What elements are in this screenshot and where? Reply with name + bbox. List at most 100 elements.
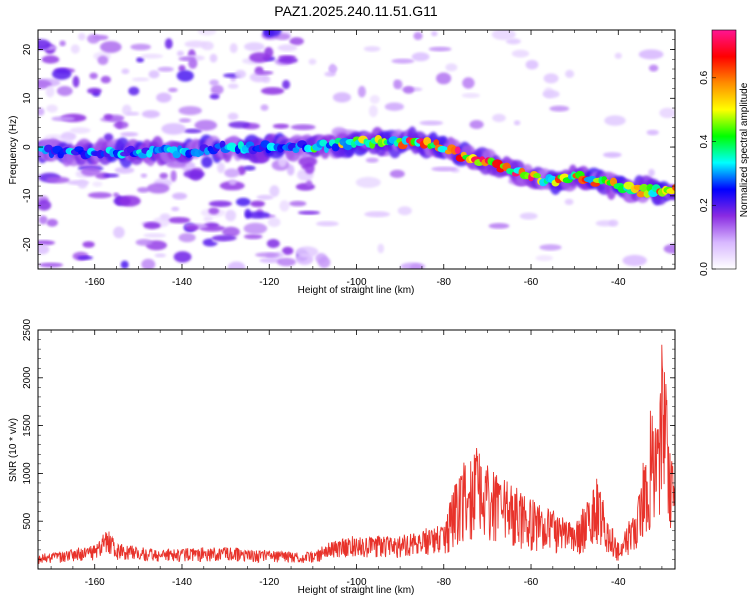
spectrogram-noise-blob: [269, 185, 280, 197]
spectrogram-noise-blob: [146, 183, 170, 194]
spectrogram-noise-blob: [183, 169, 205, 179]
spectrogram-noise-blob: [201, 41, 214, 51]
y-tick-label: 1500: [22, 414, 33, 437]
spectrogram-noise-blob: [209, 79, 219, 86]
x-tick-label: -140: [172, 277, 192, 288]
spectrogram-noise-blob: [114, 166, 135, 174]
spectrogram-noise-blob: [279, 200, 290, 212]
spectrogram-noise-blob: [659, 107, 675, 119]
spectrogram-noise-blob: [436, 72, 452, 85]
spectrogram-noise-blob: [143, 233, 167, 238]
spectrogram-noise-blob: [78, 33, 86, 41]
spectrogram-noise-blob: [211, 235, 237, 242]
colorbar-label: Normalized spectral amplitude: [739, 82, 750, 217]
spectrogram-noise-blob: [157, 66, 174, 72]
y-tick-label: -10: [22, 188, 33, 203]
spectrogram-noise-blob: [539, 244, 562, 251]
spectrogram-noise-blob: [282, 246, 294, 255]
colorbar-frame: [711, 29, 737, 270]
spectrogram-noise-blob: [89, 72, 98, 80]
x-tick-label: -160: [85, 577, 105, 588]
spectrogram-noise-blob: [194, 119, 218, 131]
spectrogram-noise-blob: [260, 87, 285, 95]
y-tick-label: 500: [22, 512, 33, 529]
spectrogram-noise-blob: [648, 168, 655, 177]
spectrogram-noise-blob: [255, 70, 274, 75]
x-tick-label: -40: [611, 277, 626, 288]
spectrogram-ridge-core: [433, 139, 440, 146]
y-tick-label: 0: [22, 144, 33, 150]
spectrogram-noise-blob: [224, 168, 240, 178]
spectrogram-noise-blob: [604, 115, 626, 126]
spectrogram-noise-blob: [132, 77, 150, 82]
spectrogram-noise-blob: [260, 104, 269, 111]
spectrogram-noise-blob: [100, 75, 111, 84]
spectrogram-noise-blob: [77, 179, 88, 189]
spectrogram-noise-blob: [461, 93, 480, 98]
spectrogram-noise-blob: [368, 105, 378, 118]
spectrogram-noise-blob: [243, 165, 256, 171]
y-tick-label: 10: [22, 92, 33, 104]
y-tick-label: 20: [22, 44, 33, 56]
spectrogram-noise-blob: [364, 211, 391, 218]
spectrogram-noise-blob: [46, 104, 58, 113]
spectrogram-noise-blob: [513, 120, 521, 126]
spectrogram-noise-blob: [249, 72, 268, 83]
spectrogram-noise-blob: [316, 221, 339, 227]
spectrogram-ridge-core: [639, 183, 649, 192]
x-tick-label: -40: [611, 577, 626, 588]
spectrogram-noise-blob: [222, 226, 240, 237]
spectrogram-noise-blob: [217, 162, 225, 174]
spectrogram-noise-blob: [219, 181, 245, 191]
spectrogram-noise-blob: [543, 73, 559, 84]
spectrogram-noise-blob: [168, 87, 178, 93]
x-tick-label: -60: [524, 277, 539, 288]
spectrogram-noise-blob: [243, 222, 268, 235]
spectrogram-noise-blob: [156, 92, 172, 103]
spectrogram-noise-blob: [170, 170, 177, 182]
spectrogram-noise-blob: [413, 32, 423, 40]
spectrogram-ylabel: Frequency (Hz): [8, 116, 19, 185]
colorbar-ticks: 0.0 0.2 0.4 0.6: [699, 70, 716, 276]
spectrogram-noise-blob: [318, 256, 331, 269]
spectrogram-noise-blob: [159, 213, 171, 220]
spectrogram-noise-blob: [178, 56, 195, 62]
spectrogram-noise-blob: [377, 243, 385, 254]
snr-x-axis: -160 -140 -120 -100 -80 -60 -40: [50, 330, 663, 588]
spectrogram-noise-blob: [178, 106, 202, 116]
spectrogram-noise-blob: [369, 95, 380, 104]
spectrogram-noise-blob: [51, 116, 75, 122]
spectrogram-noise-blob: [176, 50, 185, 57]
x-tick-label: -140: [172, 577, 192, 588]
spectrogram-noise-blob: [491, 30, 516, 41]
spectrogram-noise-blob: [236, 197, 251, 207]
spectrogram-noise-blob: [295, 246, 319, 258]
spectrogram-noise-blob: [228, 179, 237, 186]
spectrogram-noise-blob: [46, 176, 70, 184]
spectrogram-noise-blob: [403, 86, 415, 94]
spectrogram-noise-blob: [197, 30, 217, 36]
spectrogram-noise-blob: [38, 240, 55, 246]
spectrogram-noise-blob: [646, 129, 659, 136]
snr-ylabel: SNR (10 * v/v): [8, 418, 19, 482]
spectrogram-noise-blob: [209, 53, 218, 63]
spectrogram-noise-blob: [511, 49, 530, 58]
spectrogram-noise-blob: [81, 166, 101, 177]
spectrogram-ridge-core: [331, 143, 340, 152]
x-tick-label: -80: [437, 277, 452, 288]
snr-series-line: [38, 344, 675, 564]
spectrogram-noise-blob: [136, 57, 145, 63]
colorbar-tick-label: 0.4: [699, 134, 710, 148]
spectrogram-noise-blob: [289, 200, 307, 207]
spectrogram-noise-blob: [462, 77, 475, 89]
y-tick-label: 2500: [22, 318, 33, 341]
spectrogram-noise-blob: [234, 69, 246, 79]
spectrogram-noise-blob: [87, 34, 100, 44]
spectrogram-noise-blob: [178, 118, 192, 123]
spectrogram-noise-blob: [332, 92, 352, 103]
spectrogram-noise-blob: [324, 71, 336, 77]
spectrogram-noise-blob: [298, 156, 318, 167]
spectrogram-noise-blob: [154, 253, 167, 258]
x-tick-label: -120: [259, 277, 279, 288]
snr-panel: -160 -140 -120 -100 -80 -60 -40 500 1000 1500 200…: [8, 318, 676, 596]
